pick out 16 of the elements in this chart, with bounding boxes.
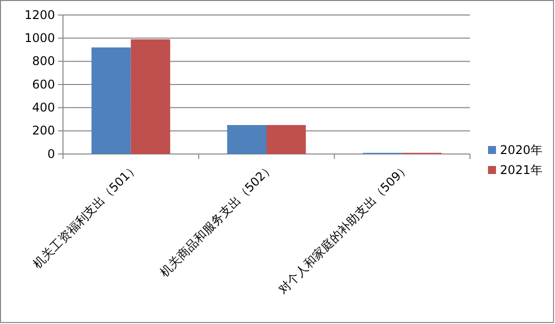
legend-label: 2021年 — [500, 163, 543, 177]
y-tick-label: 0 — [47, 146, 55, 161]
y-tick-label: 1200 — [24, 8, 55, 22]
y-tick-label: 800 — [32, 54, 55, 68]
y-tick-label: 400 — [32, 100, 55, 115]
legend-label: 2020年 — [500, 143, 543, 157]
x-tick-label: 机关工资福利支出（501） — [30, 160, 142, 272]
y-tick-label: 200 — [32, 124, 55, 138]
y-tick-label: 1000 — [24, 31, 55, 46]
bar — [130, 39, 170, 154]
y-tick-label: 600 — [32, 77, 55, 92]
bar — [91, 47, 131, 154]
bar — [266, 125, 306, 154]
x-tick-label: 对个人和家庭的补助支出（509） — [276, 160, 412, 297]
x-tick-label: 机关商品和服务支出（502） — [157, 160, 277, 280]
bar — [227, 125, 266, 154]
